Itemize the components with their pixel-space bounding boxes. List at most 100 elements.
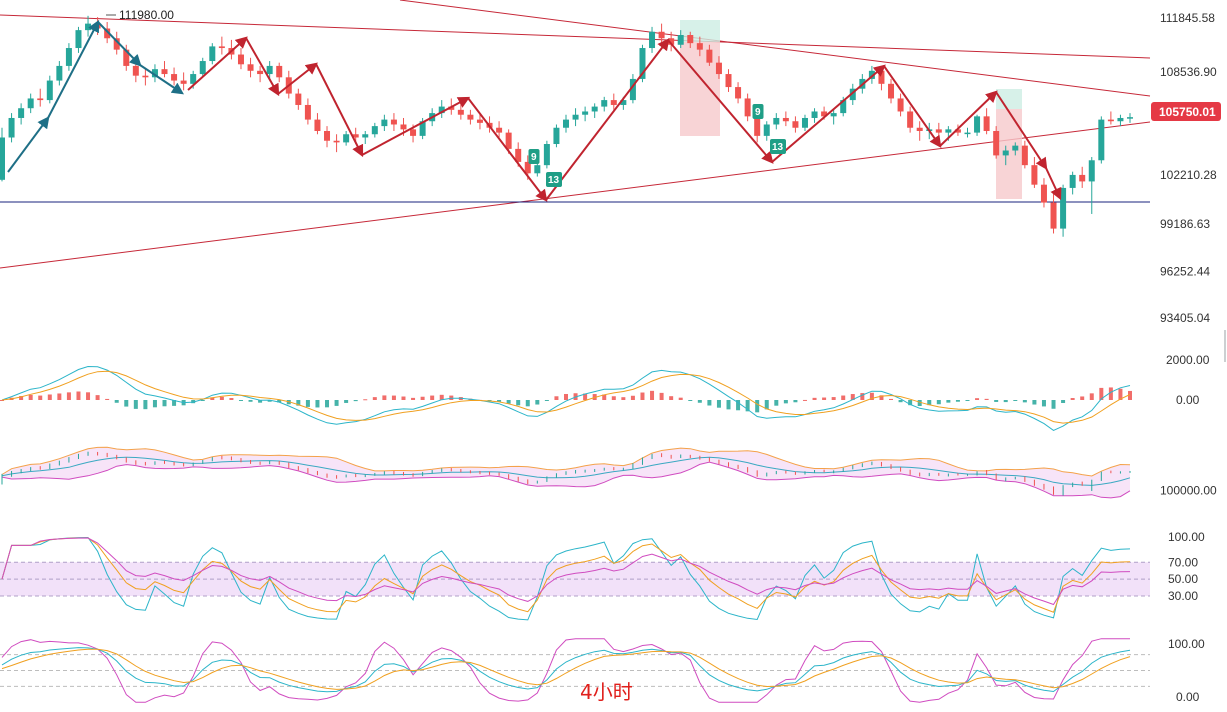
macd-hist-bar — [707, 400, 712, 406]
candle — [257, 65, 264, 83]
macd-hist-bar — [774, 400, 779, 406]
sequence-number: 13 — [772, 142, 784, 153]
macd-panel[interactable]: 2000.00 0.00 — [0, 353, 1210, 431]
rsi-panel[interactable]: 100.00 70.00 50.00 30.00 — [0, 530, 1205, 621]
macd-hist-bar — [430, 395, 435, 400]
candle-body — [505, 132, 512, 149]
candle — [390, 113, 397, 131]
candle — [1002, 145, 1009, 166]
macd-hist-bar — [1022, 400, 1027, 403]
candle-body — [1060, 187, 1067, 229]
candle — [266, 61, 273, 79]
macd-hist-bar — [764, 400, 769, 410]
candle — [897, 93, 904, 117]
candle-body — [0, 137, 5, 180]
candle — [496, 121, 503, 138]
candle — [1040, 178, 1047, 208]
macd-hist-bar — [716, 400, 721, 408]
sequence-marker: 9 — [528, 149, 540, 164]
candle — [1088, 157, 1095, 214]
kdj-panel[interactable]: 100.00 0.00 — [0, 637, 1205, 704]
sequence-markers: 9 13 9 13 — [528, 104, 786, 187]
wave-arrow — [277, 62, 318, 95]
wave-arrow — [883, 65, 942, 148]
candle-body — [218, 46, 225, 49]
zone-red-2 — [996, 109, 1022, 199]
wave-arrow — [467, 97, 548, 202]
candle-body — [888, 83, 895, 99]
candle — [85, 15, 92, 37]
wave-arrow — [771, 64, 886, 163]
candle-body — [1107, 119, 1114, 122]
macd-hist-bar — [439, 394, 444, 400]
macd-hist-bar — [659, 392, 664, 400]
candle — [715, 56, 722, 79]
candle-body — [801, 117, 808, 128]
price-panel[interactable]: 9 13 9 13 111980.00 111845.58 108536.90 10221… — [0, 0, 1221, 325]
macd-signal-line — [1, 370, 1131, 424]
macd-hist-bar — [1099, 387, 1104, 400]
kdj-tick-label: 0.00 — [1176, 690, 1200, 704]
macd-hist-bar — [889, 398, 894, 400]
bollinger-tick-label: 100000.00 — [1160, 483, 1217, 497]
macd-hist-bar — [1080, 396, 1085, 400]
candle — [314, 113, 321, 135]
candle-body — [725, 74, 732, 88]
sequence-badge — [752, 104, 764, 119]
candle — [343, 130, 350, 146]
candle-body — [763, 124, 770, 136]
candle — [735, 82, 742, 104]
candle — [649, 26, 656, 53]
candle-body — [993, 130, 1000, 156]
candle — [65, 43, 72, 71]
last-price-badge — [1151, 102, 1221, 121]
candle-body — [639, 48, 646, 79]
macd-hist-bar — [630, 395, 635, 400]
candle — [476, 113, 483, 130]
candle-body — [132, 65, 139, 76]
wave-arrow — [187, 36, 248, 91]
macd-hist-bar — [229, 398, 234, 400]
sequence-number: 9 — [755, 107, 761, 118]
candle-body — [237, 54, 244, 65]
candle-body — [37, 98, 44, 101]
macd-hist-bar — [965, 400, 970, 401]
candle-body — [333, 140, 340, 143]
macd-hist-bar — [736, 400, 741, 411]
peak-label: 111980.00 — [119, 8, 174, 22]
candle-body — [56, 65, 63, 81]
candle — [1127, 113, 1133, 123]
candle — [916, 121, 923, 141]
macd-hist-bar — [975, 398, 980, 400]
macd-hist-bar — [133, 400, 138, 409]
candle — [572, 108, 579, 127]
candle-body — [257, 70, 264, 75]
candle — [113, 31, 120, 55]
rsi-tick-label: 50.00 — [1168, 572, 1198, 586]
candle — [792, 116, 799, 133]
macd-hist-bar — [984, 398, 989, 400]
sequence-marker: 13 — [546, 172, 562, 187]
macd-hist-bar — [1128, 390, 1132, 400]
wave-arrow — [315, 63, 364, 158]
candle-body — [677, 35, 684, 45]
rsi-line-slow — [1, 537, 1131, 606]
candle — [553, 124, 560, 148]
candle — [964, 127, 971, 138]
macd-hist-bar — [0, 400, 4, 401]
macd-hist-bar — [640, 392, 645, 400]
sequence-badge — [546, 172, 562, 187]
candle-body — [591, 106, 598, 112]
candle-body — [897, 98, 904, 112]
macd-hist-bar — [1013, 400, 1018, 401]
macd-hist-bar — [411, 397, 416, 400]
bollinger-panel[interactable]: 100000.00 — [1, 446, 1217, 499]
wave-arrow — [667, 39, 774, 164]
candle — [830, 109, 837, 125]
macd-hist-bar — [650, 390, 655, 400]
macd-hist-bar — [898, 400, 903, 403]
macd-hist-bar — [219, 396, 224, 400]
macd-hist-bar — [544, 400, 549, 401]
candle — [591, 103, 598, 118]
